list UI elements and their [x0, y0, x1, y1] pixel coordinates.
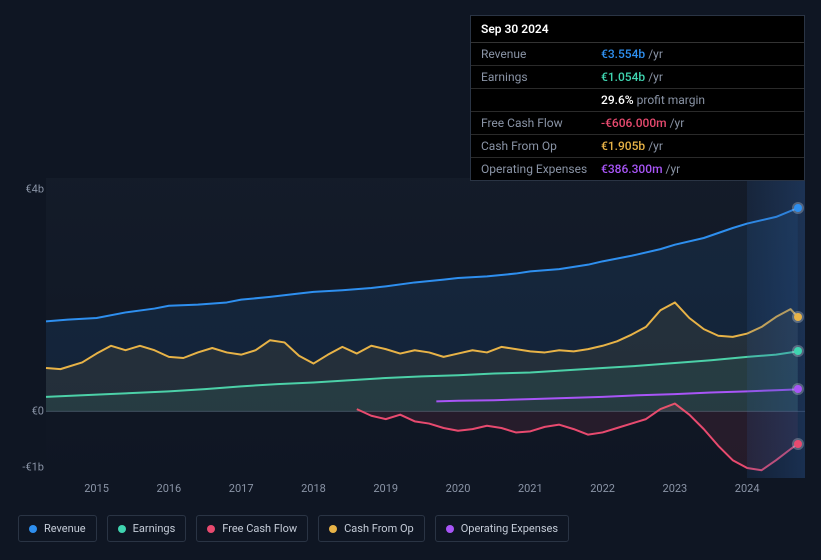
x-tick-label: 2024 [735, 482, 760, 495]
tooltip-row: Operating Expenses€386.300m/yr [471, 158, 804, 180]
tooltip-label: Cash From Op [481, 139, 601, 153]
tooltip-date: Sep 30 2024 [471, 16, 804, 43]
series-end-dot [794, 204, 802, 212]
series-end-dot [794, 440, 802, 448]
legend-label: Free Cash Flow [222, 522, 297, 535]
legend-label: Cash From Op [344, 522, 414, 535]
tooltip-value: -€606.000m/yr [601, 116, 684, 130]
data-tooltip: Sep 30 2024 Revenue€3.554b/yrEarnings€1.… [470, 15, 805, 181]
tooltip-value: €386.300m/yr [601, 162, 680, 176]
legend-item[interactable]: Operating Expenses [435, 515, 569, 542]
financials-chart: €4b€0-€1b 201520162017201820192020202120… [16, 160, 805, 500]
series-end-dot [794, 347, 802, 355]
x-tick-label: 2019 [373, 482, 398, 495]
x-tick-label: 2015 [84, 482, 109, 495]
chart-legend: Revenue Earnings Free Cash Flow Cash From O… [18, 515, 569, 542]
x-tick-label: 2021 [518, 482, 543, 495]
chart-svg [46, 178, 805, 478]
tooltip-value: €1.905b/yr [601, 139, 663, 153]
legend-item[interactable]: Earnings [107, 515, 187, 542]
x-tick-label: 2016 [157, 482, 182, 495]
legend-item[interactable]: Cash From Op [318, 515, 425, 542]
y-tick-label: -€1b [16, 460, 44, 473]
tooltip-row: Revenue€3.554b/yr [471, 43, 804, 66]
x-tick-label: 2023 [663, 482, 688, 495]
tooltip-label: Free Cash Flow [481, 116, 601, 130]
tooltip-value: 29.6%profit margin [601, 93, 705, 107]
legend-dot-icon [329, 525, 337, 533]
tooltip-row: Earnings€1.054b/yr [471, 66, 804, 89]
y-tick-label: €0 [16, 405, 44, 418]
legend-label: Earnings [133, 522, 176, 535]
selection-highlight [747, 178, 805, 478]
tooltip-row: Cash From Op€1.905b/yr [471, 135, 804, 158]
legend-dot-icon [446, 525, 454, 533]
tooltip-label: Earnings [481, 70, 601, 84]
tooltip-row: Free Cash Flow-€606.000m/yr [471, 112, 804, 135]
plot-area[interactable] [46, 178, 805, 478]
x-tick-label: 2017 [229, 482, 254, 495]
x-axis-labels: 2015 2016 2017 2018 2019 2020 2021 2022 2023 2024 [46, 482, 805, 500]
tooltip-label: Operating Expenses [481, 162, 601, 176]
tooltip-rows: Revenue€3.554b/yrEarnings€1.054b/yr29.6%… [471, 43, 804, 180]
legend-label: Operating Expenses [461, 522, 558, 535]
tooltip-label: Revenue [481, 47, 601, 61]
legend-dot-icon [29, 525, 37, 533]
legend-dot-icon [118, 525, 126, 533]
tooltip-row: 29.6%profit margin [471, 89, 804, 112]
tooltip-value: €1.054b/yr [601, 70, 663, 84]
legend-item[interactable]: Revenue [18, 515, 97, 542]
legend-item[interactable]: Free Cash Flow [196, 515, 308, 542]
tooltip-value: €3.554b/yr [601, 47, 663, 61]
series-end-dot [794, 385, 802, 393]
legend-label: Revenue [44, 522, 86, 535]
tooltip-label [481, 93, 601, 107]
y-tick-label: €4b [16, 183, 44, 196]
x-tick-label: 2020 [446, 482, 471, 495]
legend-dot-icon [207, 525, 215, 533]
series-end-dot [794, 313, 802, 321]
x-tick-label: 2022 [590, 482, 615, 495]
x-tick-label: 2018 [301, 482, 326, 495]
